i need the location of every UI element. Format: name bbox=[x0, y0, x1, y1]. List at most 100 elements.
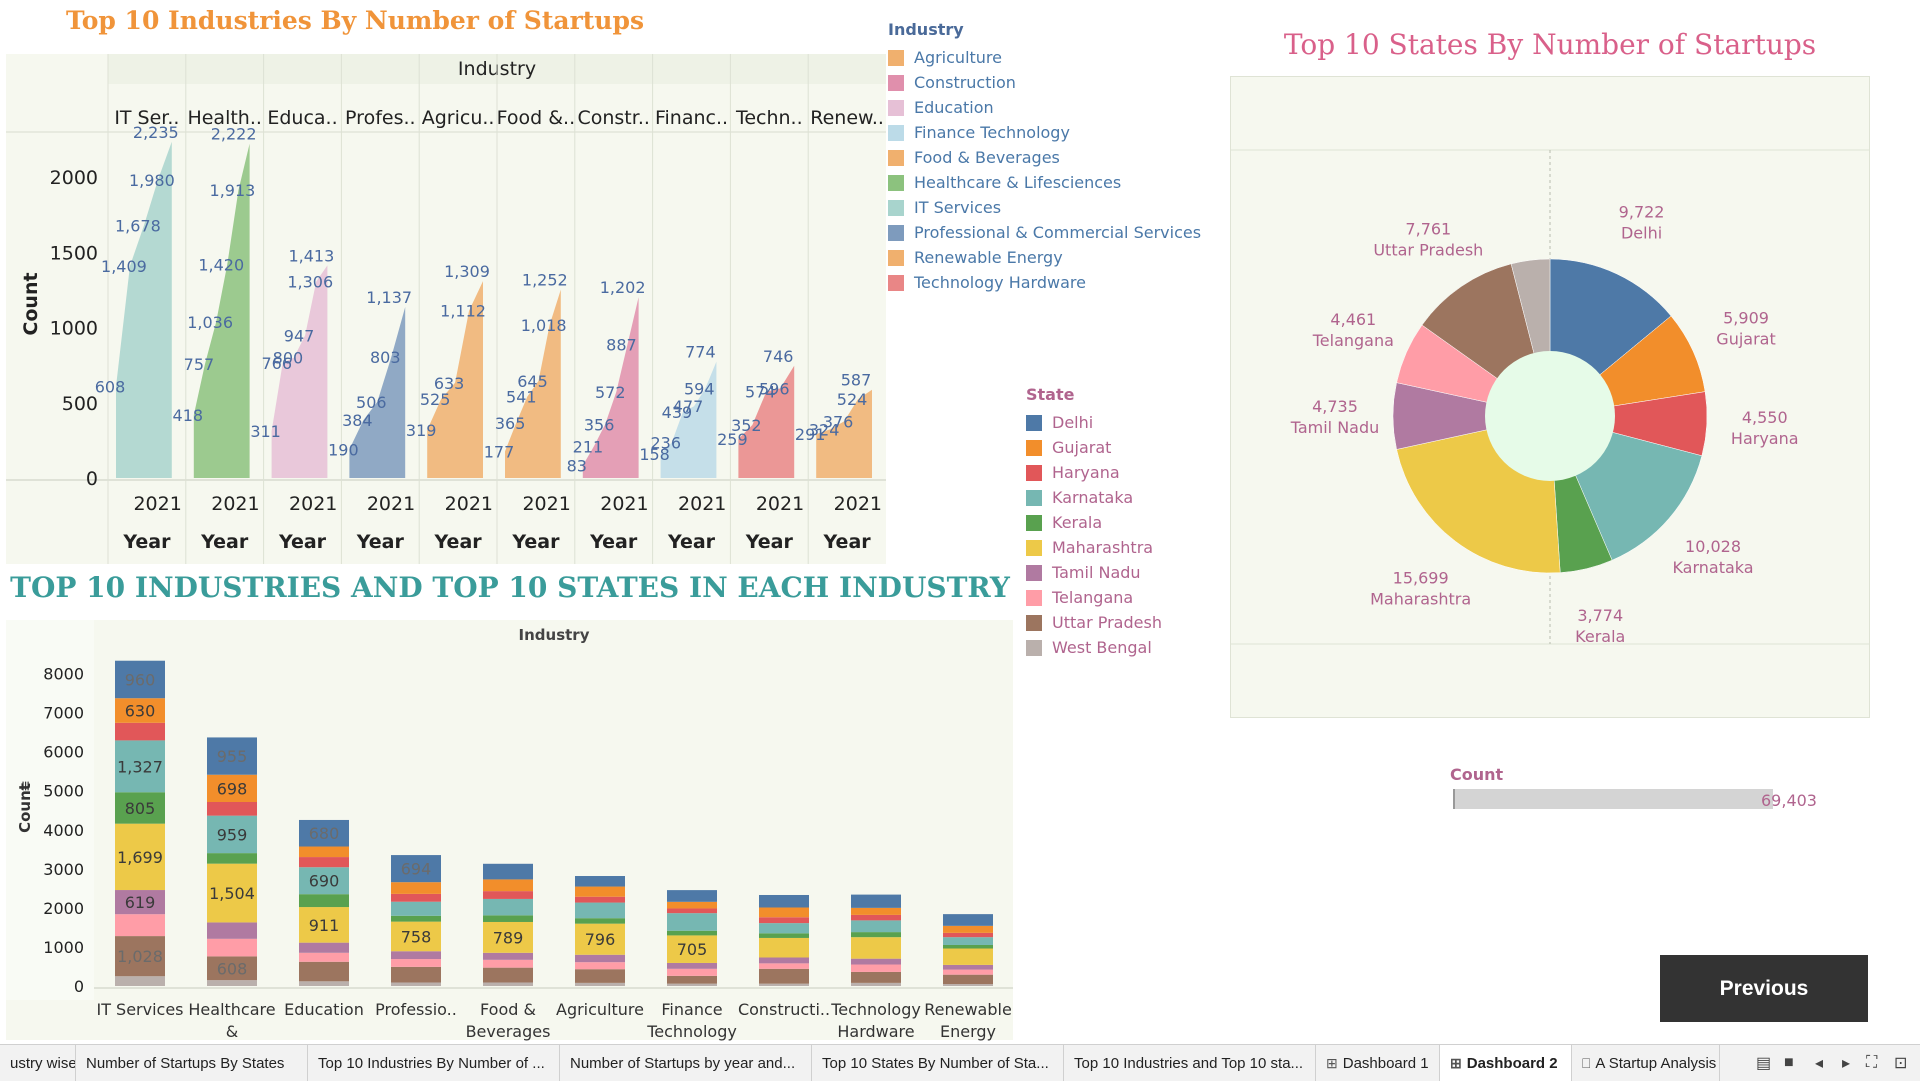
stacked-bar-data-label: 805 bbox=[125, 799, 156, 818]
area-data-label: 587 bbox=[841, 371, 872, 390]
sheet-tab-label: Number of Startups by year and... bbox=[570, 1054, 796, 1072]
industry-legend-item[interactable]: Food & Beverages bbox=[888, 145, 1201, 170]
area-data-label: 596 bbox=[759, 379, 790, 398]
area-data-label: 1,913 bbox=[210, 181, 256, 200]
stacked-bar-segment bbox=[667, 975, 717, 984]
sheet-tab-label: ustry wise bbox=[10, 1054, 76, 1072]
sheet-tab[interactable]: ⊞ Dashboard 1 bbox=[1316, 1045, 1440, 1081]
donut-value-label: 15,699 bbox=[1393, 569, 1449, 588]
area-data-label: 525 bbox=[420, 390, 451, 409]
state-legend-label: Tamil Nadu bbox=[1052, 563, 1141, 582]
scroll-right-icon[interactable]: ▸ bbox=[1842, 1055, 1851, 1072]
stacked-bar-segment bbox=[759, 963, 809, 969]
industry-legend-item[interactable]: Renewable Energy bbox=[888, 245, 1201, 270]
area-data-label: 2,222 bbox=[211, 125, 257, 144]
area-data-label: 418 bbox=[173, 406, 204, 425]
stacked-bar-segment bbox=[851, 971, 901, 983]
donut-state-label: Tamil Nadu bbox=[1290, 418, 1380, 437]
stacked-bar-segment bbox=[943, 925, 993, 933]
area-data-label: 574 bbox=[745, 383, 776, 402]
state-legend-item[interactable]: West Bengal bbox=[1026, 635, 1162, 660]
industry-legend-item[interactable]: Technology Hardware bbox=[888, 270, 1201, 295]
area-data-label: 746 bbox=[763, 347, 794, 366]
y-axis-tick-label: 5000 bbox=[43, 782, 84, 801]
stacked-bar-segment bbox=[391, 915, 441, 922]
sheet-tab[interactable]: Number of Startups By States bbox=[76, 1045, 308, 1081]
stacked-bar-segment bbox=[299, 857, 349, 868]
stacked-bar-segment bbox=[759, 933, 809, 938]
industry-legend-item[interactable]: Finance Technology bbox=[888, 120, 1201, 145]
stacked-bar-segment bbox=[391, 893, 441, 902]
industry-legend-item[interactable]: Agriculture bbox=[888, 45, 1201, 70]
show-filmstrip-icon[interactable]: ▤ bbox=[1756, 1055, 1772, 1072]
area-data-label: 83 bbox=[567, 457, 587, 476]
count-filter-slider[interactable] bbox=[1453, 789, 1773, 809]
stacked-bar-segment bbox=[759, 983, 809, 986]
stacked-bar-segment bbox=[851, 982, 901, 986]
stacked-bar-segment bbox=[759, 917, 809, 924]
stacked-bar-segment bbox=[391, 959, 441, 967]
sheet-tab[interactable]: ⊞ Dashboard 2 bbox=[1440, 1045, 1572, 1081]
state-legend-item[interactable]: Karnataka bbox=[1026, 485, 1162, 510]
x-axis-header: Year bbox=[278, 531, 327, 553]
y-axis-tick-label: 6000 bbox=[43, 743, 84, 762]
industry-legend-label: Construction bbox=[914, 73, 1016, 92]
area-data-label: 439 bbox=[662, 403, 693, 422]
area-data-label: 1,036 bbox=[187, 313, 233, 332]
area-chart-title: Top 10 Industries By Number of Startups bbox=[65, 6, 645, 35]
sheet-tab[interactable]: Top 10 Industries By Number of ... bbox=[308, 1045, 560, 1081]
industry-legend-item[interactable]: Healthcare & Lifesciences bbox=[888, 170, 1201, 195]
sheet-tab[interactable]: ⎕ A Startup Analysis bbox=[1572, 1045, 1720, 1081]
panel-header-label: Health.. bbox=[187, 107, 261, 129]
stacked-bar-segment bbox=[391, 901, 441, 916]
state-legend-item[interactable]: Delhi bbox=[1026, 410, 1162, 435]
presentation-icon[interactable]: ⊡ bbox=[1894, 1055, 1908, 1072]
stacked-bar-segment bbox=[575, 886, 625, 897]
state-legend-item[interactable]: Telangana bbox=[1026, 585, 1162, 610]
x-axis-tick-label: 2021 bbox=[600, 493, 648, 515]
industry-legend-item[interactable]: Construction bbox=[888, 70, 1201, 95]
area-data-label: 259 bbox=[717, 430, 748, 449]
scroll-left-icon[interactable]: ◂ bbox=[1815, 1055, 1824, 1072]
industry-legend-item[interactable]: Education bbox=[888, 95, 1201, 120]
industry-legend-item[interactable]: Professional & Commercial Services bbox=[888, 220, 1201, 245]
sheet-tab-label: Top 10 States By Number of Sta... bbox=[822, 1054, 1049, 1072]
state-legend-item[interactable]: Tamil Nadu bbox=[1026, 560, 1162, 585]
stacked-bar-segment bbox=[943, 969, 993, 975]
state-legend-item[interactable]: Maharashtra bbox=[1026, 535, 1162, 560]
state-legend-item[interactable]: Haryana bbox=[1026, 460, 1162, 485]
industry-legend-item[interactable]: IT Services bbox=[888, 195, 1201, 220]
sheet-tab[interactable]: Top 10 States By Number of Sta... bbox=[812, 1045, 1064, 1081]
donut-value-label: 5,909 bbox=[1723, 309, 1769, 328]
stacked-bar-segment bbox=[667, 890, 717, 902]
industry-legend-label: Technology Hardware bbox=[914, 273, 1086, 292]
stacked-bar-segment bbox=[851, 964, 901, 972]
x-axis-tick-label: 2021 bbox=[289, 493, 337, 515]
fullscreen-icon[interactable]: ⛶ bbox=[1866, 1054, 1878, 1071]
sheet-tab[interactable]: Top 10 Industries and Top 10 sta... bbox=[1064, 1045, 1316, 1081]
stacked-bar-segment bbox=[299, 894, 349, 908]
stacked-bar-segment bbox=[115, 823, 165, 891]
sheet-tab-label: Top 10 Industries and Top 10 sta... bbox=[1074, 1054, 1304, 1072]
donut-state-label: Uttar Pradesh bbox=[1373, 241, 1483, 260]
stacked-bar-segment bbox=[115, 722, 165, 741]
donut-chart-frame bbox=[1230, 76, 1870, 718]
industry-legend-swatch bbox=[888, 49, 904, 66]
sheet-tab[interactable]: ustry wise bbox=[0, 1045, 76, 1081]
panel-header-label: Educa.. bbox=[267, 107, 337, 129]
state-legend-item[interactable]: Uttar Pradesh bbox=[1026, 610, 1162, 635]
state-legend-item[interactable]: Gujarat bbox=[1026, 435, 1162, 460]
state-legend-swatch bbox=[1026, 564, 1042, 581]
y-axis-tick-label: 1000 bbox=[43, 938, 84, 957]
stacked-bar-data-label: 680 bbox=[309, 824, 340, 843]
area-mark bbox=[582, 297, 639, 478]
state-legend-item[interactable]: Kerala bbox=[1026, 510, 1162, 535]
sheet-tab[interactable]: Number of Startups by year and... bbox=[560, 1045, 812, 1081]
stacked-bar-segment bbox=[483, 967, 533, 983]
area-data-label: 633 bbox=[434, 374, 465, 393]
stacked-bar-segment bbox=[851, 907, 901, 915]
show-tabs-icon[interactable]: ■ bbox=[1784, 1054, 1794, 1071]
previous-button[interactable]: Previous bbox=[1660, 955, 1868, 1022]
area-data-label: 376 bbox=[823, 412, 854, 431]
state-legend-label: Telangana bbox=[1052, 588, 1134, 607]
